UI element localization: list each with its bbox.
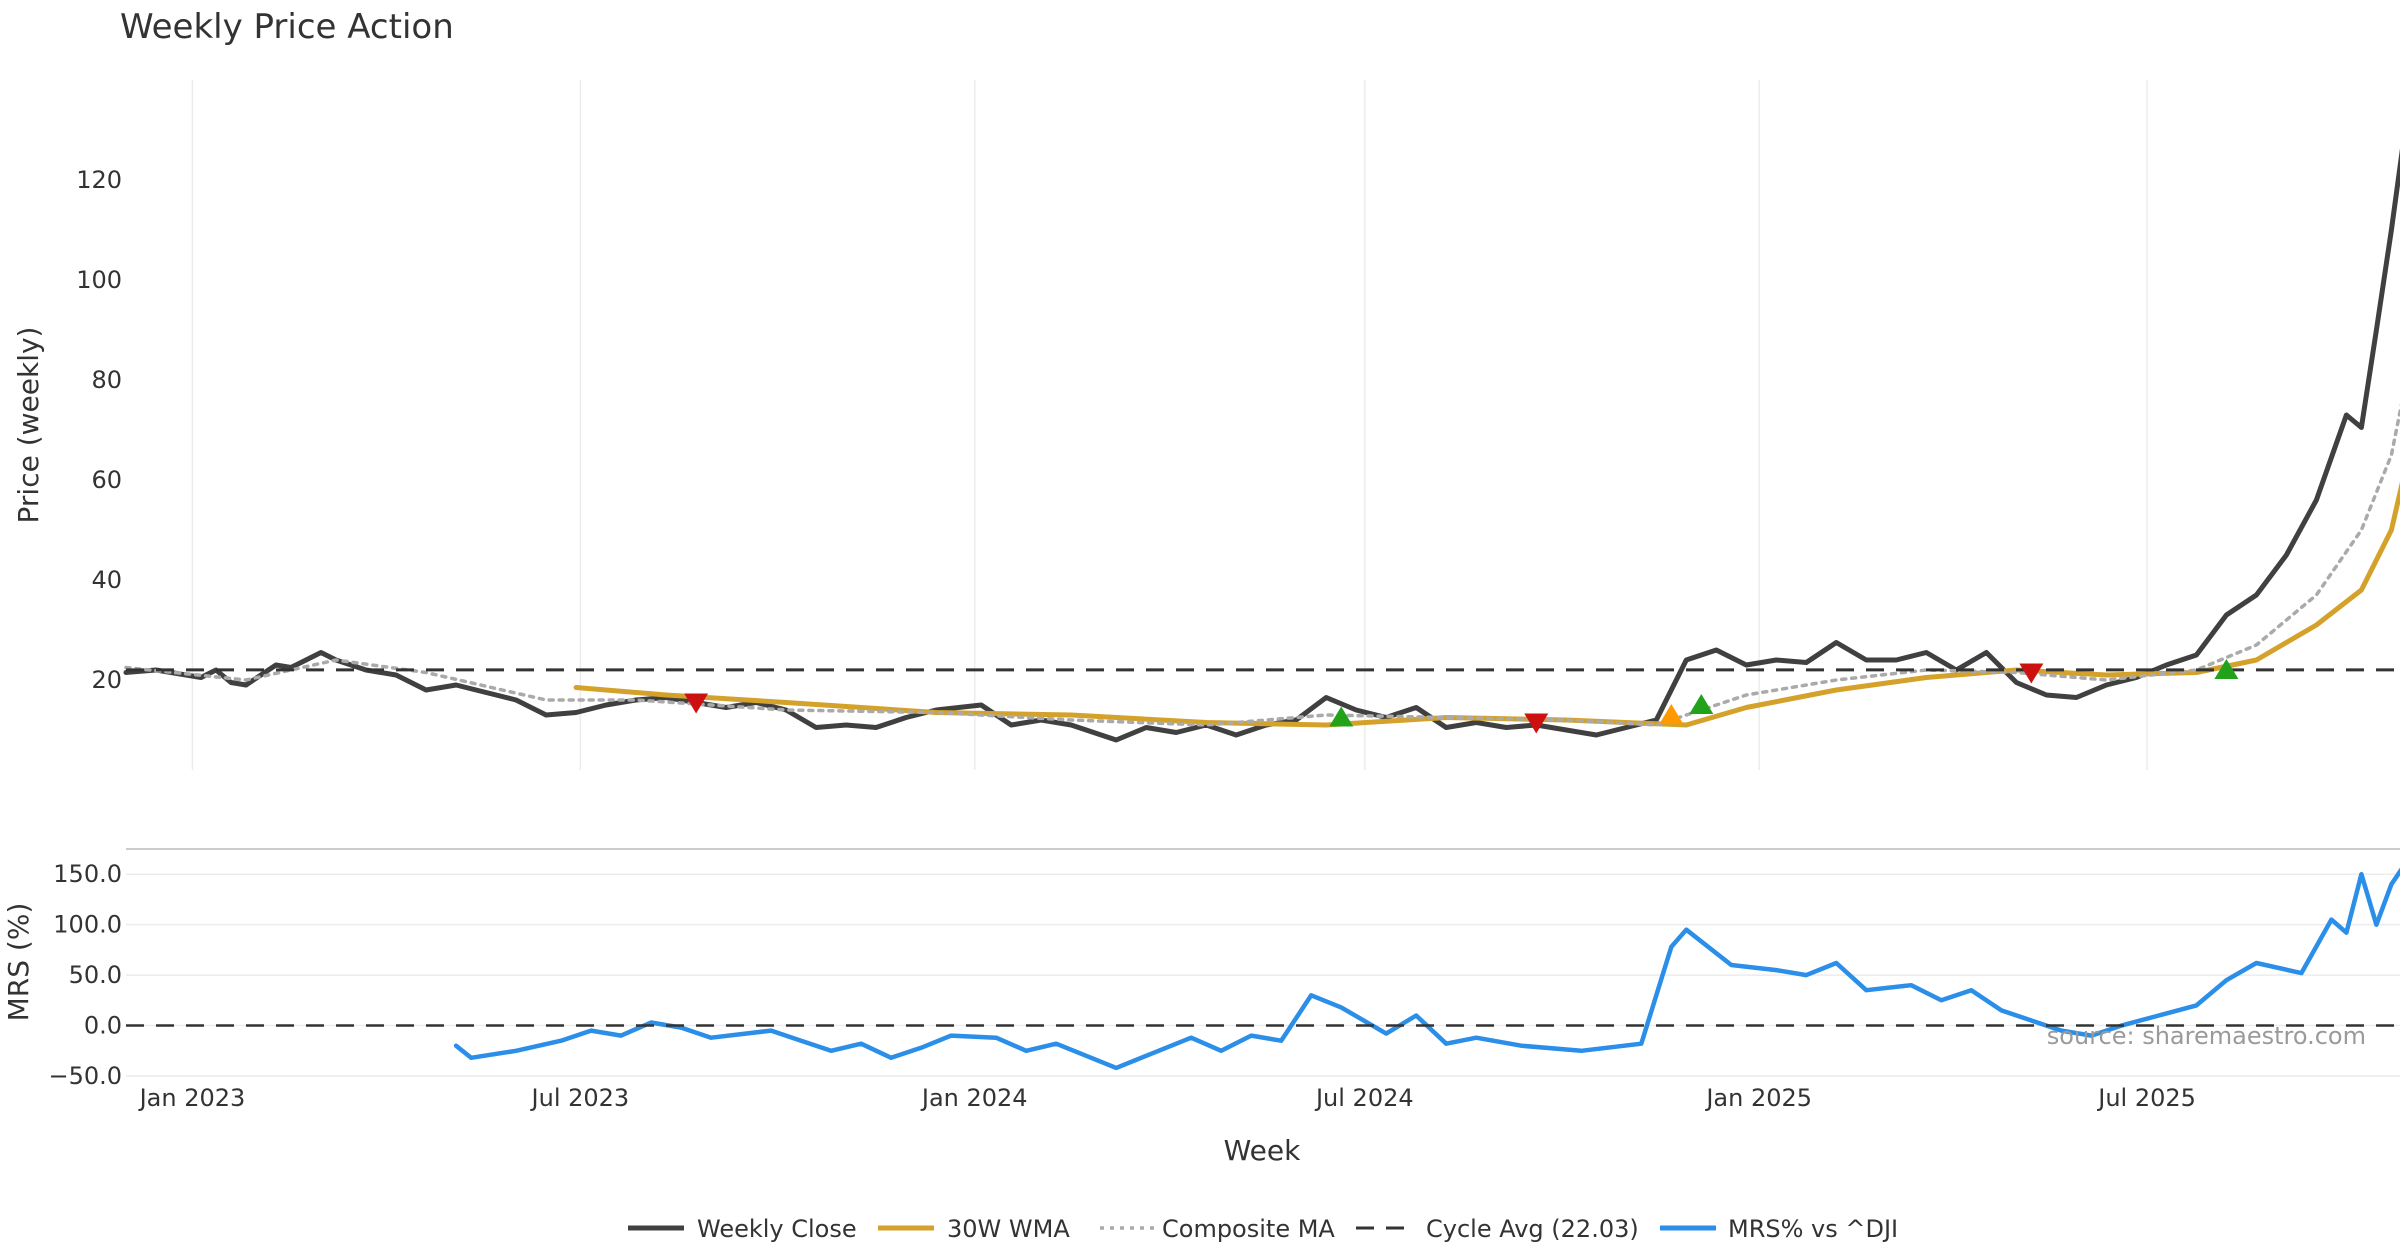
mrs-y-tick-label: 150.0 bbox=[53, 860, 122, 888]
weekly-close-line bbox=[123, 148, 2400, 743]
price-y-tick-label: 40 bbox=[91, 566, 122, 594]
mrs-y-axis-label: MRS (%) bbox=[2, 903, 35, 1022]
price-gridlines bbox=[191, 80, 2148, 770]
legend-label-weekly-close: Weekly Close bbox=[697, 1215, 857, 1243]
mrs-panel: −50.0 0.0 50.0 100.0 150.0 MRS (%) source: s… bbox=[2, 848, 2400, 1090]
legend: Weekly Close 30W WMA Composite MA Cycle … bbox=[628, 1215, 1898, 1243]
mrs-y-tick-label: 0.0 bbox=[84, 1012, 122, 1040]
buy-signal-marker bbox=[2214, 659, 2239, 679]
x-ticks: Jan 2023 Jul 2023 Jan 2024 Jul 2024 Jan 2025… bbox=[138, 1084, 2196, 1112]
price-y-axis-label: Price (weekly) bbox=[12, 327, 45, 524]
mrs-y-tick-label: 100.0 bbox=[53, 911, 122, 939]
mrs-y-tick-label: 50.0 bbox=[69, 961, 122, 989]
price-y-tick-label: 100 bbox=[76, 266, 122, 294]
sell-signal-marker bbox=[2019, 663, 2044, 684]
x-tick-label: Jan 2025 bbox=[1704, 1084, 1812, 1112]
price-panel: 20 40 60 80 100 120 Price (weekly) bbox=[12, 80, 2400, 770]
sell-signal-marker bbox=[684, 693, 709, 714]
legend-label-30w-wma: 30W WMA bbox=[947, 1215, 1070, 1243]
mrs-series bbox=[126, 867, 2400, 1071]
mrs-y-ticks: −50.0 0.0 50.0 100.0 150.0 bbox=[48, 860, 122, 1090]
30w-wma-line bbox=[573, 481, 2400, 728]
price-series bbox=[123, 148, 2400, 743]
source-note: source: sharemaestro.com bbox=[2047, 1022, 2366, 1050]
x-tick-label: Jan 2024 bbox=[920, 1084, 1028, 1112]
chart-title: Weekly Price Action bbox=[120, 7, 454, 47]
price-y-ticks: 20 40 60 80 100 120 bbox=[76, 166, 122, 694]
legend-label-mrs: MRS% vs ^DJI bbox=[1728, 1215, 1898, 1243]
price-y-tick-label: 20 bbox=[91, 666, 122, 694]
x-tick-label: Jul 2025 bbox=[2096, 1084, 2196, 1112]
x-axis-label: Week bbox=[1224, 1134, 1301, 1167]
buy-signal-marker bbox=[1329, 706, 1354, 727]
composite-ma-line bbox=[124, 403, 2400, 727]
price-y-tick-label: 120 bbox=[76, 166, 122, 194]
mrs-line bbox=[453, 867, 2400, 1071]
sell-signal-marker bbox=[1524, 713, 1549, 734]
x-tick-label: Jul 2023 bbox=[530, 1084, 630, 1112]
legend-label-composite-ma: Composite MA bbox=[1162, 1215, 1335, 1243]
signal-markers bbox=[684, 659, 2239, 734]
buy-signal-marker bbox=[1659, 704, 1684, 724]
mrs-y-tick-label: −50.0 bbox=[48, 1062, 122, 1090]
x-tick-label: Jul 2024 bbox=[1314, 1084, 1414, 1112]
buy-signal-marker bbox=[1689, 694, 1714, 714]
price-y-tick-label: 60 bbox=[91, 466, 122, 494]
price-y-tick-label: 80 bbox=[91, 366, 122, 394]
x-tick-label: Jan 2023 bbox=[138, 1084, 246, 1112]
legend-label-cycle-avg: Cycle Avg (22.03) bbox=[1426, 1215, 1639, 1243]
